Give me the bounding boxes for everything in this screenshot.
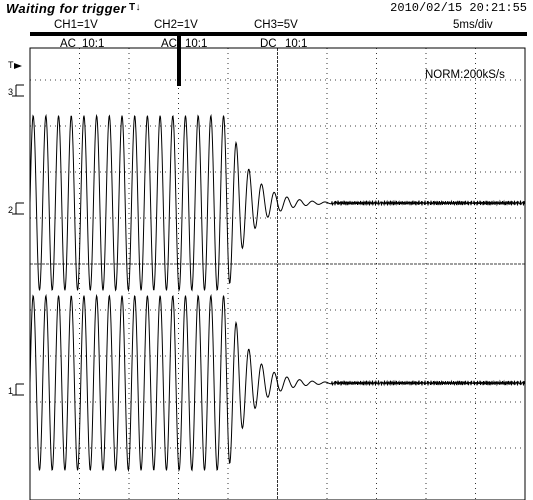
ch1-ground-marker: 1	[8, 386, 13, 396]
ch3-ground-icon	[12, 84, 24, 97]
timebase[interactable]: 5ms/div	[453, 19, 493, 31]
ch3-scale[interactable]: CH3=5V	[254, 19, 298, 31]
waveform-traces	[29, 113, 526, 473]
ch3-probe: 10:1	[285, 38, 308, 50]
date-time: 2010/02/15 20:21:55	[390, 1, 527, 15]
ch2-probe: 10:1	[185, 38, 208, 50]
ch1-probe: 10:1	[82, 38, 105, 50]
ch1-ground-icon	[12, 383, 24, 396]
ch1-trace	[29, 293, 526, 473]
ch2-scale[interactable]: CH2=1V	[154, 19, 198, 31]
trigger-position-marker[interactable]	[177, 36, 181, 86]
ch2-coupling: AC	[161, 38, 177, 50]
acquisition-mode: NORM:200kS/s	[425, 69, 505, 81]
trigger-status: Waiting for trigger T↓	[6, 0, 141, 19]
ch1-coupling: AC	[60, 38, 76, 50]
ch2-ground-marker: 2	[8, 205, 13, 215]
ch1-scale[interactable]: CH1=1V	[54, 19, 98, 31]
channel-bar-divider	[30, 32, 527, 36]
channel-markers: T 3 2 1	[8, 60, 24, 396]
ch2-ground-icon	[12, 202, 24, 215]
graticule-grid	[30, 48, 525, 500]
trigger-level-marker: T	[8, 60, 14, 70]
trigger-edge-icon: T↓	[129, 2, 141, 13]
ch2-trace	[29, 113, 526, 293]
trigger-status-text: Waiting for trigger	[6, 1, 127, 16]
trigger-level-arrow-icon	[14, 63, 22, 69]
ch3-ground-marker: 3	[8, 87, 13, 97]
ch3-coupling: DC	[260, 38, 277, 50]
